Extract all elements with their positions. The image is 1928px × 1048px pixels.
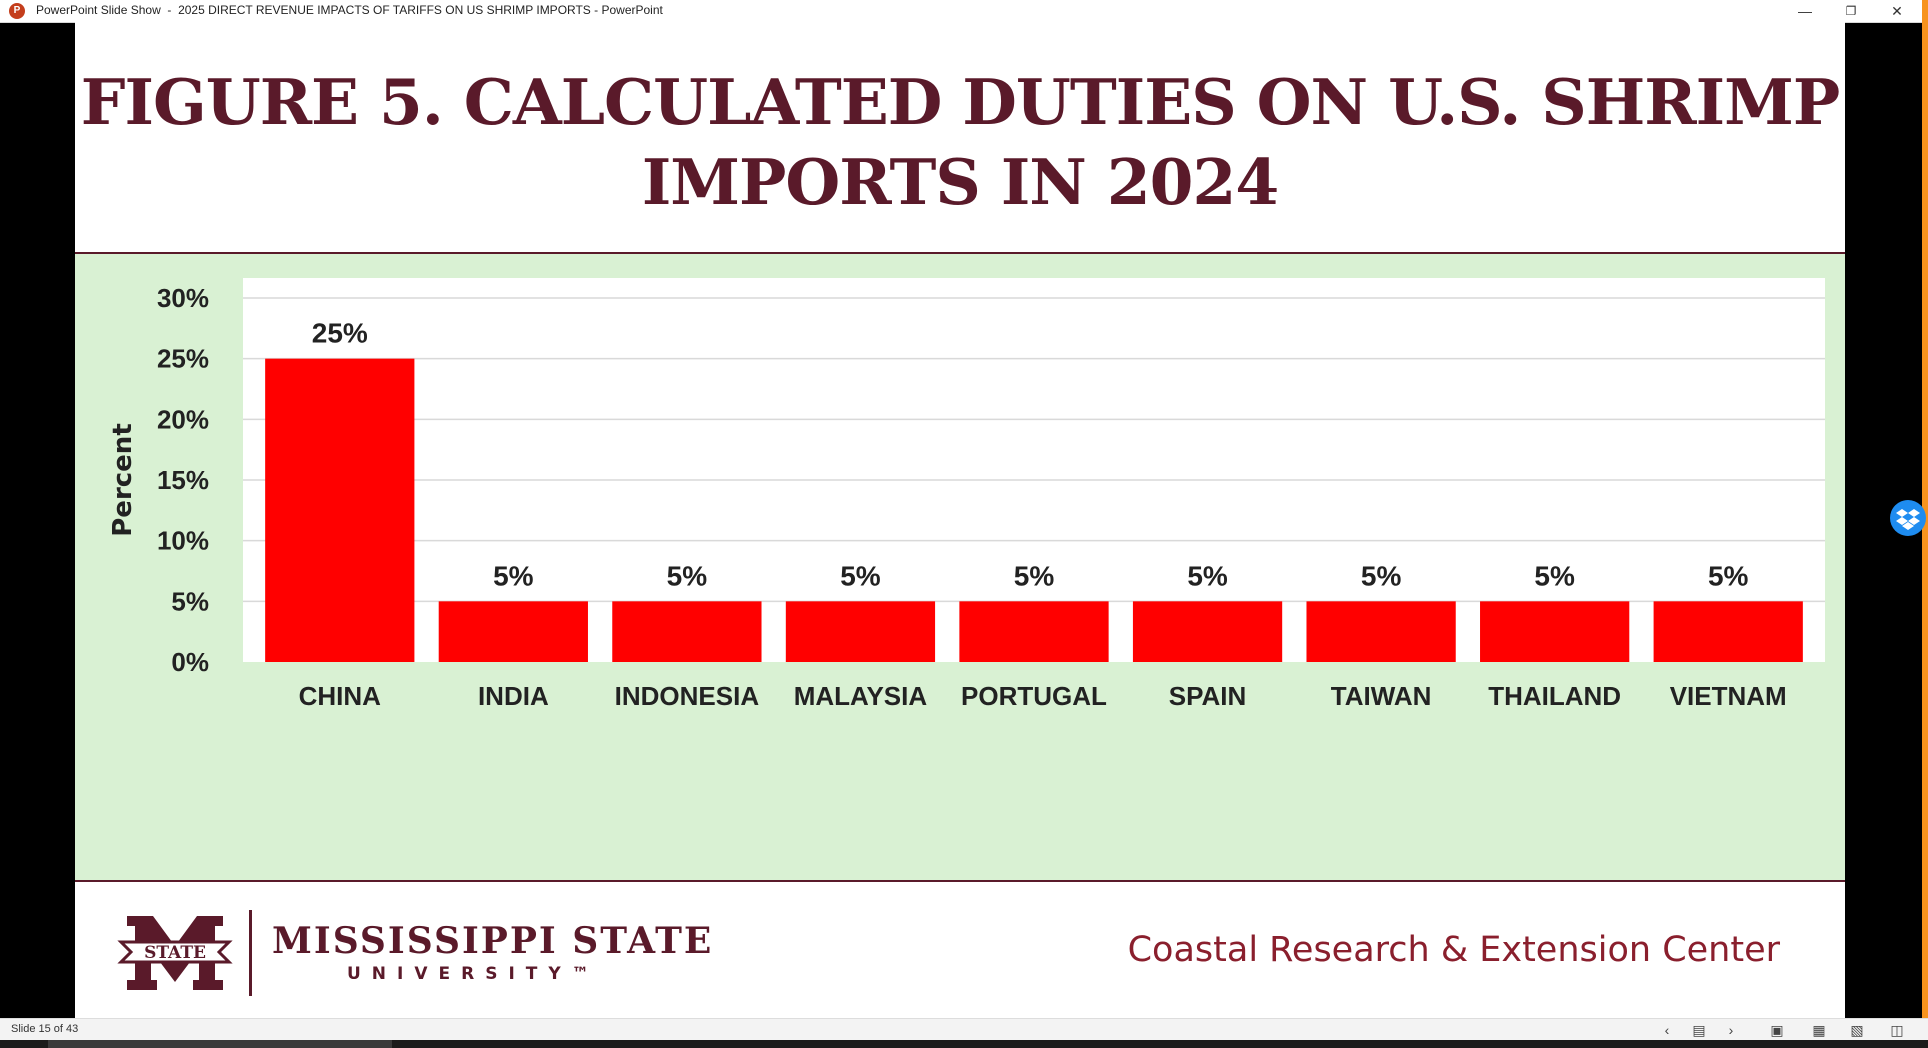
bar — [1132, 601, 1283, 662]
footer-divider — [249, 910, 252, 996]
window-title: PowerPoint Slide Show - 2025 DIRECT REVE… — [36, 3, 663, 17]
data-label: 5% — [1708, 560, 1749, 591]
y-axis-label: Percent — [108, 423, 138, 537]
bar — [438, 601, 588, 662]
y-tick-label: 5% — [171, 586, 209, 616]
slide-title-line-2: IMPORTS IN 2024 — [641, 145, 1279, 219]
status-bar: Slide 15 of 43 ‹ ▤ › ▣ ▦ ▧ ◫ — [0, 1018, 1928, 1041]
notes-icon: ▤ — [1692, 1022, 1706, 1038]
slide-sorter-button[interactable]: ▦ — [1808, 1021, 1830, 1039]
bar — [959, 601, 1109, 662]
data-label: 5% — [1361, 560, 1402, 591]
y-tick-label: 10% — [157, 526, 209, 556]
next-slide-button[interactable]: › — [1720, 1021, 1742, 1039]
bar — [785, 601, 936, 662]
close-button[interactable]: ✕ — [1874, 0, 1920, 22]
msu-logo: STATE — [117, 916, 233, 990]
x-category-label: INDONESIA — [615, 681, 760, 711]
normal-view-button[interactable]: ▣ — [1766, 1021, 1788, 1039]
x-category-label: VIETNAM — [1670, 681, 1787, 711]
data-label: 5% — [667, 560, 708, 591]
x-category-label: MALAYSIA — [794, 681, 928, 711]
slideshow-button[interactable]: ◫ — [1886, 1021, 1908, 1039]
powerpoint-app-icon: P — [9, 3, 25, 19]
x-category-label: THAILAND — [1488, 681, 1621, 711]
bar — [1653, 601, 1803, 662]
x-category-label: PORTUGAL — [961, 681, 1107, 711]
minimize-icon: — — [1798, 3, 1812, 19]
data-label: 5% — [493, 560, 534, 591]
y-tick-label: 25% — [157, 344, 209, 374]
msu-logo-text: STATE — [144, 943, 206, 963]
data-label: 25% — [312, 318, 368, 349]
dropbox-icon[interactable] — [1890, 500, 1926, 536]
taskbar — [0, 1040, 1928, 1048]
university-name: MISSISSIPPI STATE — [272, 920, 714, 962]
chevron-right-icon: › — [1728, 1022, 1734, 1038]
slide-sorter-icon: ▦ — [1812, 1022, 1826, 1038]
y-tick-label: 20% — [157, 404, 209, 434]
x-category-label: CHINA — [299, 681, 382, 711]
restore-icon: ❐ — [1845, 4, 1857, 18]
slide-title-line-1: FIGURE 5. CALCULATED DUTIES ON U.S. SHRI… — [80, 65, 1840, 139]
slide[interactable]: FIGURE 5. CALCULATED DUTIES ON U.S. SHRI… — [75, 22, 1845, 1018]
y-tick-label: 30% — [157, 283, 209, 313]
previous-slide-button[interactable]: ‹ — [1656, 1021, 1678, 1039]
center-name: Coastal Research & Extension Center — [1127, 930, 1780, 970]
data-label: 5% — [1187, 560, 1228, 591]
reading-view-icon: ▧ — [1850, 1022, 1864, 1038]
x-category-label: SPAIN — [1169, 681, 1247, 711]
y-tick-label: 15% — [157, 465, 209, 495]
bar — [265, 358, 415, 662]
notes-button[interactable]: ▤ — [1688, 1021, 1710, 1039]
bar-chart: 0% 5% 10% 15% 20% 25% 30% Percent 25% CHINA 5% INDI… — [108, 278, 1825, 711]
chevron-left-icon: ‹ — [1664, 1022, 1670, 1038]
data-label: 5% — [1014, 560, 1055, 591]
window-edge — [1922, 0, 1928, 1048]
bar — [612, 601, 762, 662]
x-category-label: TAIWAN — [1331, 681, 1432, 711]
restore-button[interactable]: ❐ — [1828, 0, 1874, 22]
normal-view-icon: ▣ — [1770, 1022, 1784, 1038]
minimize-button[interactable]: — — [1782, 0, 1828, 22]
close-icon: ✕ — [1891, 3, 1903, 19]
bar — [1480, 601, 1630, 662]
bar — [1306, 601, 1456, 662]
taskbar-strip — [48, 1040, 392, 1048]
plot-area — [243, 278, 1825, 662]
y-tick-label: 0% — [171, 647, 209, 677]
slideshow-icon: ◫ — [1890, 1022, 1904, 1038]
x-category-label: INDIA — [478, 681, 549, 711]
data-label: 5% — [1534, 560, 1575, 591]
university-subtitle: UNIVERSITY™ — [347, 964, 600, 984]
data-label: 5% — [840, 560, 881, 591]
window-title-bar: P PowerPoint Slide Show - 2025 DIRECT RE… — [0, 0, 1928, 23]
reading-view-button[interactable]: ▧ — [1846, 1021, 1868, 1039]
chart-panel: 0% 5% 10% 15% 20% 25% 30% Percent 25% CHINA 5% INDI… — [75, 252, 1845, 882]
slide-indicator: Slide 15 of 43 — [11, 1023, 79, 1035]
slide-title: FIGURE 5. CALCULATED DUTIES ON U.S. SHRI… — [75, 62, 1845, 222]
